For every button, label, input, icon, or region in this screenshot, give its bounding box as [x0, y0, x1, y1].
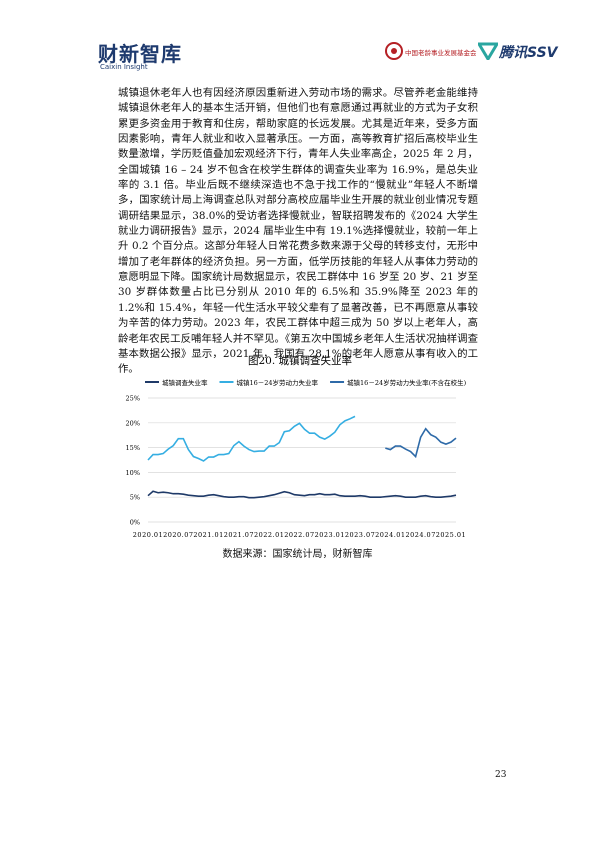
x-tick-label: 2021.07	[224, 531, 254, 539]
x-tick-label: 2022.07	[284, 531, 314, 539]
x-tick-label: 2024.01	[375, 531, 405, 539]
partner2-icon	[478, 42, 498, 60]
logo: 财新智库	[98, 42, 182, 66]
y-tick-label: 0%	[130, 519, 140, 527]
series-line	[147, 490, 457, 499]
partner: 中国老龄事业发展基金会	[405, 49, 477, 57]
x-tick-label: 2020.01	[133, 531, 163, 539]
source: 数据来源：国家统计局，财新智库	[222, 549, 373, 560]
y-tick-label: 5%	[130, 494, 140, 502]
x-tick-label: 2024.07	[405, 531, 435, 539]
logo-sub: Caixin Insight	[100, 63, 148, 71]
y-tick-label: 10%	[126, 469, 140, 477]
partner-icon	[385, 42, 403, 60]
x-tick-label: 2022.01	[254, 531, 284, 539]
chart: 图20. 城镇调查失业率 城镇调查失业率 城镇16－24岁劳动力失业率 城镇16－2…	[126, 354, 467, 539]
page-number: 23	[495, 770, 507, 780]
x-tick-label: 2021.01	[193, 531, 223, 539]
chart-title: 图20. 城镇调查失业率	[248, 354, 352, 367]
x-tick-label: 2020.07	[163, 531, 193, 539]
x-tick-label: 2023.07	[345, 531, 375, 539]
y-tick-label: 25%	[126, 395, 140, 403]
partner2: 腾讯SSV	[499, 45, 558, 61]
legend-label: 城镇16－24岁劳动力失业率	[237, 378, 319, 387]
x-tick-label: 2023.01	[315, 531, 345, 539]
series-line	[385, 427, 457, 459]
y-tick-label: 20%	[126, 419, 140, 427]
series-line	[147, 415, 356, 462]
x-tick-label: 2025.01	[436, 531, 466, 539]
legend-label: 城镇调查失业率	[162, 378, 208, 387]
y-tick-label: 15%	[126, 444, 140, 452]
legend-label: 城镇16－24岁劳动力失业率(不含在校生)	[347, 378, 467, 387]
body-text: 城镇退休老年人也有因经济原因重新进入劳动市场的需求。尽管养老金能维持城镇退休老年…	[118, 87, 478, 376]
